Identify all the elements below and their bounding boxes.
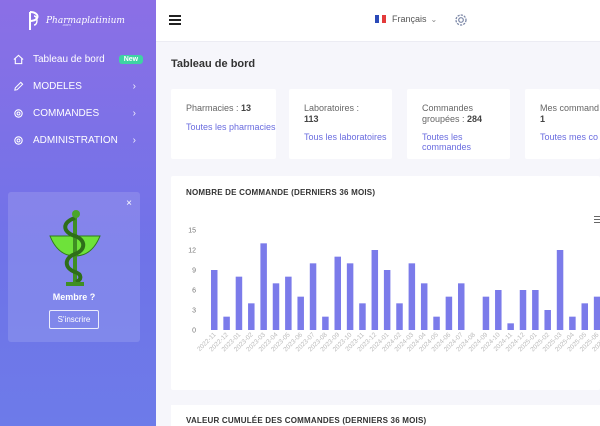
hamburger-menu-icon[interactable] (169, 15, 181, 25)
bar[interactable] (507, 323, 514, 330)
sidebar-item-label: COMMANDES (33, 108, 100, 119)
bar[interactable] (482, 296, 490, 330)
bar[interactable] (569, 316, 576, 330)
y-tick-label: 3 (192, 308, 196, 315)
bar[interactable] (445, 296, 453, 330)
bar[interactable] (396, 303, 403, 330)
france-flag-icon (375, 15, 387, 23)
close-icon[interactable]: × (126, 198, 132, 209)
card-label: Pharmacies : (186, 103, 239, 113)
bar[interactable] (532, 290, 539, 330)
bar[interactable] (544, 310, 551, 330)
stat-card-commandes-groupees: Commandes groupées : 284 Toutes les comma… (407, 89, 510, 159)
bar[interactable] (248, 303, 255, 330)
bar[interactable] (334, 256, 342, 330)
language-label: Français (392, 14, 427, 24)
card-label: Laboratoires : (304, 103, 360, 113)
bar[interactable] (519, 290, 527, 330)
bar[interactable] (458, 283, 465, 330)
membership-promo: × Membre ? S'inscrire (8, 192, 140, 342)
card-value: 113 (304, 114, 319, 124)
chevron-right-icon: › (132, 81, 136, 92)
topbar: Français ⌄ (156, 0, 600, 42)
pencil-icon (12, 81, 24, 93)
settings-gear-icon[interactable] (453, 12, 469, 28)
bar[interactable] (408, 263, 416, 330)
brand-tagline: .com (62, 22, 71, 27)
link-all-laboratories[interactable]: Tous les laboratoires (304, 132, 387, 142)
card-label: Mes command (540, 103, 600, 113)
bar[interactable] (420, 283, 428, 330)
sidebar-item-label: MODELES (33, 81, 82, 92)
sidebar-item-dashboard[interactable]: Tableau de bord New (0, 46, 156, 73)
bar[interactable] (581, 303, 589, 330)
bar[interactable] (260, 243, 267, 330)
card-value: 13 (241, 103, 252, 113)
orders-chart-panel: NOMBRE DE COMMANDE (DERNIERS 36 MOIS) 0 3… (171, 176, 600, 390)
sidebar: Pharmaplatinium .com Tableau de bord New… (0, 0, 156, 426)
caduceus-icon (49, 210, 101, 286)
bar[interactable] (272, 283, 280, 330)
stat-card-laboratoires: Laboratoires :113 Tous les laboratoires (289, 89, 392, 159)
bar[interactable] (433, 316, 440, 330)
bar[interactable] (495, 290, 502, 330)
sidebar-item-administration[interactable]: ADMINISTRATION › (0, 127, 156, 154)
sidebar-item-label: Tableau de bord (33, 54, 105, 65)
bar[interactable] (285, 276, 292, 330)
chevron-right-icon: › (132, 135, 136, 146)
link-all-pharmacies[interactable]: Toutes les pharmacies (186, 122, 276, 132)
bar[interactable] (346, 263, 354, 330)
sidebar-item-modeles[interactable]: MODELES › (0, 73, 156, 100)
promo-title: Membre ? (52, 292, 96, 302)
stat-card-pharmacies: Pharmacies : 13 Toutes les pharmacies (171, 89, 276, 159)
brand-name: Pharmaplatinium (46, 16, 125, 26)
new-badge: New (118, 55, 144, 64)
bar[interactable] (223, 316, 230, 330)
orders-bar-chart: 036912152022-112022-122023-012023-022023… (188, 228, 600, 353)
y-tick-label: 0 (192, 328, 196, 335)
bar[interactable] (371, 250, 379, 330)
sidebar-nav: Tableau de bord New MODELES › COMMANDES … (0, 46, 156, 154)
bar[interactable] (211, 270, 218, 330)
link-my-orders[interactable]: Toutes mes co (540, 132, 599, 142)
card-value: 284 (467, 114, 483, 124)
card-label: groupées : (422, 114, 465, 124)
signup-button[interactable]: S'inscrire (49, 310, 99, 329)
gear-icon (12, 135, 24, 147)
brand-logo[interactable]: Pharmaplatinium (28, 10, 125, 32)
bar[interactable] (297, 296, 304, 330)
home-icon (12, 54, 24, 66)
bar[interactable] (309, 263, 317, 330)
logo-icon (29, 11, 39, 30)
card-value: 1 (540, 114, 546, 124)
language-selector[interactable]: Français ⌄ (375, 14, 437, 24)
link-all-orders[interactable]: Toutes les commandes (422, 132, 472, 152)
sidebar-item-commandes[interactable]: COMMANDES › (0, 100, 156, 127)
stat-card-mes-commandes: Mes command 1 Toutes mes co (525, 89, 600, 159)
bar[interactable] (556, 250, 564, 330)
gear-icon (12, 108, 24, 120)
y-tick-label: 12 (188, 248, 196, 255)
chart-title: VALEUR CUMULÉE DES COMMANDES (DERNIERS 3… (186, 416, 427, 425)
page-title: Tableau de bord (171, 58, 256, 70)
chart-menu-icon[interactable] (594, 216, 600, 225)
sidebar-item-label: ADMINISTRATION (33, 135, 118, 146)
value-chart-panel: VALEUR CUMULÉE DES COMMANDES (DERNIERS 3… (171, 405, 600, 426)
y-tick-label: 6 (192, 288, 196, 295)
y-tick-label: 15 (188, 228, 196, 235)
bar[interactable] (593, 296, 600, 330)
bar[interactable] (383, 270, 391, 330)
bar[interactable] (322, 316, 329, 330)
bar[interactable] (359, 303, 366, 330)
card-label: Commandes (422, 103, 474, 113)
bar[interactable] (235, 276, 243, 330)
chevron-down-icon: ⌄ (430, 14, 438, 24)
chart-title: NOMBRE DE COMMANDE (DERNIERS 36 MOIS) (186, 188, 376, 197)
chevron-right-icon: › (132, 108, 136, 119)
y-tick-label: 9 (192, 268, 196, 275)
